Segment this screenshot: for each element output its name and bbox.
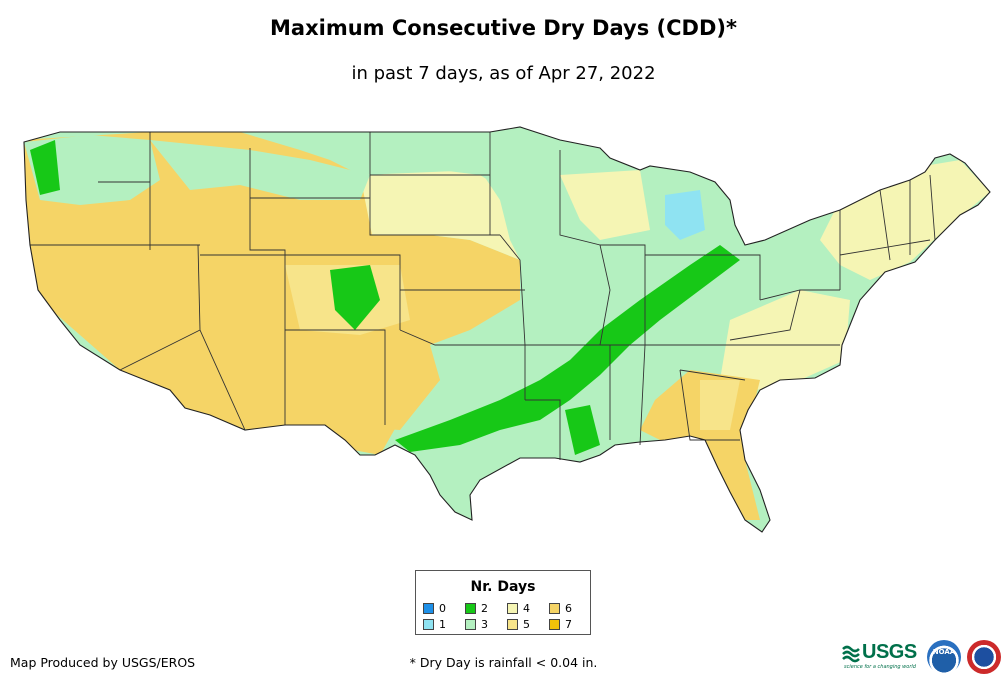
zone-northeast-4-days <box>820 160 990 280</box>
nws-logo <box>967 640 1001 674</box>
usgs-wordmark: USGS <box>862 641 917 663</box>
zone-michigan-1-day <box>665 190 705 240</box>
legend-swatch <box>549 619 560 630</box>
zone-plains-4-days <box>360 170 520 260</box>
usgs-tagline: science for a changing world <box>844 664 916 670</box>
zone-dakotas-3-days <box>370 132 600 200</box>
zone-wisconsin-4-days <box>560 170 650 240</box>
legend-item-7: 7 <box>549 618 591 631</box>
legend-swatch <box>423 619 434 630</box>
cdd-map <box>23 126 991 533</box>
map-title: Maximum Consecutive Dry Days (CDD)* <box>270 16 737 40</box>
legend-grid: 0 2 4 6 1 3 5 7 <box>423 602 593 631</box>
usgs-wave-icon <box>842 645 860 663</box>
zone-midatlantic-4-days <box>720 290 850 390</box>
legend-item-5: 5 <box>507 618 549 631</box>
state-borders <box>30 132 936 460</box>
zone-mississippi-2-days <box>565 405 600 455</box>
map-subtitle: in past 7 days, as of Apr 27, 2022 <box>351 63 656 84</box>
noaa-logo: NOAA <box>927 640 961 674</box>
dry-day-footnote: * Dry Day is rainfall < 0.04 in. <box>409 655 598 670</box>
legend-item-3: 3 <box>465 618 507 631</box>
legend: Nr. Days 0 2 4 6 1 3 5 7 <box>415 570 591 635</box>
zone-georgia-5-days <box>700 380 740 430</box>
zone-montana-3-days <box>150 140 370 200</box>
legend-title: Nr. Days <box>470 579 536 595</box>
legend-item-1: 1 <box>423 618 465 631</box>
zone-band-2-days <box>395 245 740 452</box>
legend-swatch <box>423 603 434 614</box>
legend-swatch <box>549 603 560 614</box>
legend-swatch <box>507 603 518 614</box>
map-credit: Map Produced by USGS/EROS <box>10 655 196 670</box>
legend-swatch <box>465 619 476 630</box>
dry-days-raster <box>24 127 990 532</box>
legend-item-0: 0 <box>423 602 465 615</box>
legend-item-4: 4 <box>507 602 549 615</box>
zone-rockies-2-days <box>330 265 380 330</box>
noaa-wordmark: NOAA <box>932 648 956 656</box>
legend-swatch <box>465 603 476 614</box>
legend-item-2: 2 <box>465 602 507 615</box>
zone-west-2-days <box>30 140 60 195</box>
legend-swatch <box>507 619 518 630</box>
legend-item-6: 6 <box>549 602 591 615</box>
usgs-logo: USGS science for a changing world <box>842 641 920 672</box>
